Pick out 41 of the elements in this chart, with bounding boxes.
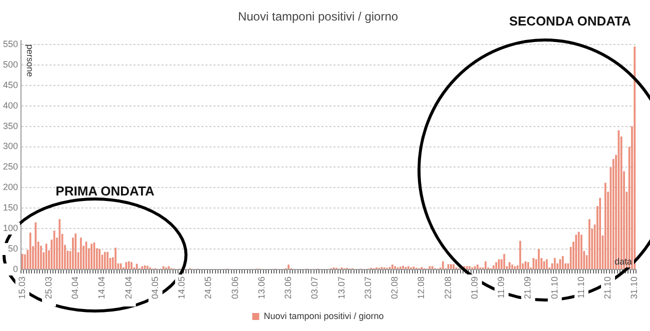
x-tick-label: 01.10 [549, 276, 560, 300]
y-tick-label: 100 [2, 223, 18, 234]
x-tick-label: 11.10 [576, 276, 586, 298]
y-tick-label: 450 [2, 80, 18, 90]
x-tick-label: 13.07 [336, 276, 346, 300]
x-tick-label: 15.03 [16, 276, 27, 300]
x-tick-label: 23.06 [283, 276, 294, 300]
x-tick-label: 31.10 [629, 276, 640, 300]
x-tick-label: 13.06 [256, 276, 266, 300]
x-tick-label: 14.04 [96, 276, 107, 300]
y-tick-label: 350 [2, 120, 18, 131]
annotation: PRIMA ONDATA [56, 184, 155, 199]
x-tick-label: 14.05 [176, 276, 187, 300]
y-axis-title: persone [25, 44, 36, 77]
x-tick-label: 24.04 [123, 276, 134, 300]
y-tick-label: 200 [2, 182, 18, 192]
x-tick-label: 24.05 [203, 276, 214, 300]
legend-label: Nuovi tamponi positivi / giorno [264, 310, 384, 321]
x-tick-label: 04.04 [70, 276, 80, 300]
x-tick-label: 01.09 [469, 276, 480, 300]
x-tick-label: 12.08 [416, 276, 426, 300]
x-tick-label: 21.10 [602, 276, 613, 300]
y-tick-label: 0 [13, 264, 18, 274]
text: SECONDA ONDATA [509, 14, 632, 29]
chart-title: Nuovi tamponi positivi / giorno [238, 10, 398, 24]
y-tick-label: 50 [8, 244, 18, 254]
y-tick-label: 150 [2, 202, 18, 213]
y-tick-label: 250 [2, 162, 18, 172]
y-tick-label: 300 [2, 141, 18, 152]
x-tick-label: 03.07 [310, 276, 320, 300]
y-tick-label: 400 [2, 100, 18, 110]
x-tick-label: 02.08 [390, 276, 400, 300]
y-tick-label: 500 [2, 59, 18, 70]
x-tick-label: 22.08 [442, 276, 453, 300]
x-tick-label: 21.09 [522, 276, 533, 300]
x-tick-label: 11.09 [496, 276, 506, 298]
x-tick-label: 04.05 [150, 276, 160, 300]
x-tick-label: 03.06 [230, 276, 240, 300]
x-tick-label: 25.03 [43, 276, 54, 300]
y-tick-label: 550 [2, 38, 18, 49]
x-tick-label: 23.07 [362, 276, 373, 300]
